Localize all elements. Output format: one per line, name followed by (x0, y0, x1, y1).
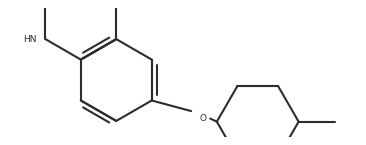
Text: O: O (200, 114, 207, 123)
Text: HN: HN (23, 35, 37, 44)
